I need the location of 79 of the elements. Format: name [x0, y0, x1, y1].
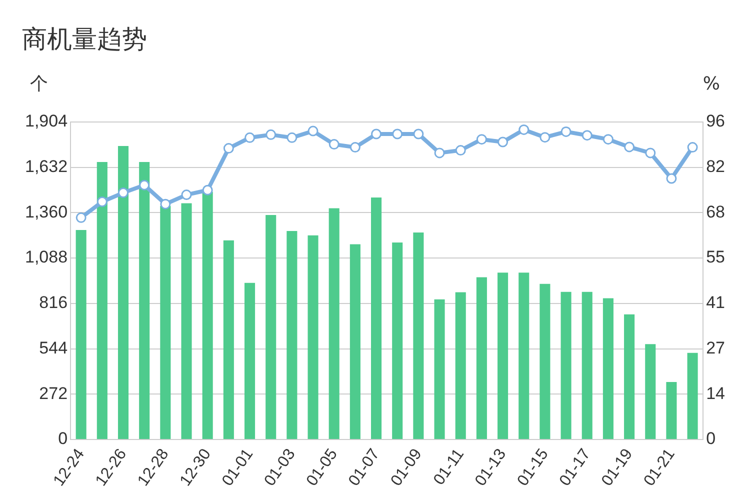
bar: [266, 215, 276, 439]
bar: [202, 192, 213, 439]
point: [645, 148, 656, 158]
y-tick-label: 544: [39, 338, 68, 358]
y-tick-label: 1,360: [24, 202, 68, 222]
bar: [602, 298, 614, 439]
y2-tick-label: 55: [706, 248, 726, 267]
bar: [455, 292, 466, 439]
bar: [582, 292, 592, 439]
bar: [328, 208, 340, 439]
point: [687, 142, 698, 153]
y2-tick-label: 96: [706, 112, 726, 131]
point: [96, 196, 108, 207]
y-axis-title: 个: [30, 74, 48, 95]
bar: [498, 272, 508, 439]
bar: [518, 272, 530, 439]
point: [308, 126, 318, 136]
bar: [350, 244, 360, 439]
bar: [223, 240, 234, 439]
point: [392, 128, 403, 140]
point: [286, 132, 298, 143]
bar: [118, 146, 129, 439]
point: [666, 173, 677, 184]
y2-tick-label: 41: [706, 293, 726, 312]
point: [371, 128, 382, 140]
bar: [308, 235, 318, 439]
point: [434, 148, 445, 158]
point: [413, 128, 424, 140]
y-tick-label: 272: [39, 384, 68, 403]
bar: [413, 232, 424, 439]
chart-title: 商机量趋势: [22, 24, 147, 54]
y-tick-label: 816: [39, 293, 68, 312]
point: [244, 132, 256, 143]
bar: [392, 242, 403, 439]
point: [476, 134, 487, 145]
point: [455, 145, 466, 156]
bar: [160, 206, 171, 439]
point: [160, 198, 171, 210]
bar: [540, 284, 550, 439]
point: [76, 212, 86, 223]
y2-tick-label: 82: [706, 157, 726, 176]
point: [181, 190, 192, 200]
point: [223, 143, 234, 154]
y-tick-label: 1,632: [24, 157, 68, 176]
bar: [244, 282, 256, 439]
bar: [476, 277, 487, 439]
point: [518, 124, 530, 135]
bar: [687, 352, 698, 439]
y-tick-label: 1,088: [24, 248, 68, 267]
bar: [645, 344, 656, 439]
bar: [560, 292, 572, 439]
bar: [286, 231, 298, 439]
bar: [434, 299, 445, 439]
point: [624, 142, 635, 152]
bar: [666, 382, 677, 439]
point: [602, 134, 614, 145]
bar: [181, 203, 192, 439]
y-tick-label: 0: [58, 429, 68, 448]
point: [540, 132, 550, 143]
y2-tick-label: 68: [706, 202, 726, 222]
bar: [96, 162, 108, 439]
bar: [371, 198, 382, 439]
y2-axis-title: %: [702, 74, 720, 95]
point: [328, 139, 340, 150]
point: [266, 129, 276, 140]
y2-tick-label: 27: [706, 338, 726, 358]
bar: [624, 314, 635, 439]
point: [582, 130, 592, 141]
point: [139, 180, 150, 190]
y2-tick-label: 14: [706, 384, 726, 403]
point: [118, 188, 129, 198]
y-tick-label: 1,904: [24, 112, 68, 131]
bar: [76, 230, 86, 439]
point: [498, 136, 508, 148]
y2-tick-label: 0: [706, 429, 716, 448]
point: [560, 126, 572, 137]
point: [350, 142, 360, 153]
point: [202, 184, 213, 196]
bar: [139, 162, 150, 439]
